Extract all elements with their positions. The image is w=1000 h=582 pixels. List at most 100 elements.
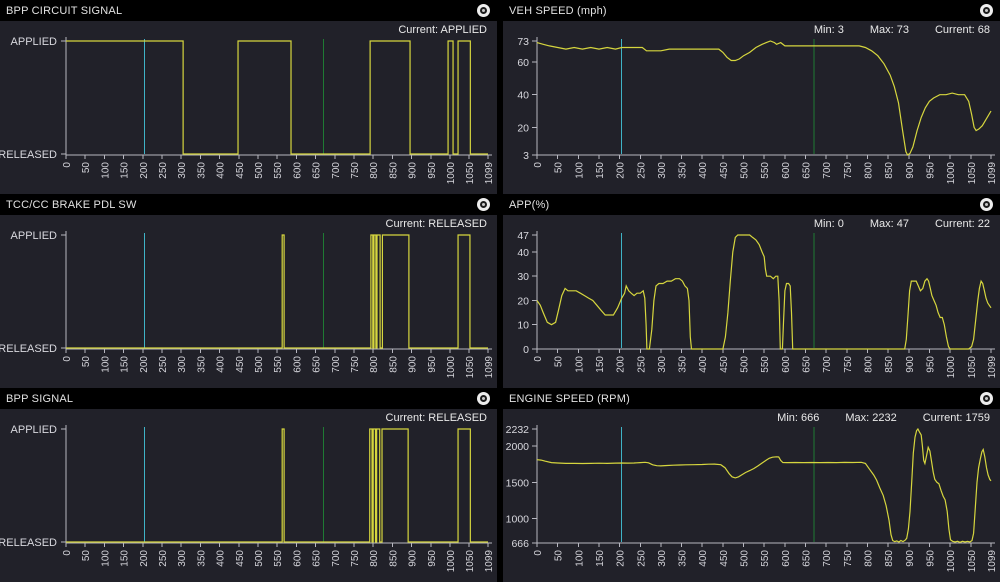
svg-text:300: 300 [177, 162, 188, 179]
stats-row: Min: 666 Max: 2232 Current: 1759 [777, 411, 990, 425]
svg-text:450: 450 [719, 162, 730, 179]
svg-text:550: 550 [273, 162, 284, 179]
svg-text:700: 700 [331, 356, 342, 373]
svg-text:500: 500 [740, 356, 751, 373]
svg-text:250: 250 [158, 356, 169, 373]
svg-text:20: 20 [517, 295, 529, 307]
svg-text:300: 300 [177, 550, 188, 567]
svg-text:850: 850 [884, 550, 895, 567]
svg-text:650: 650 [312, 356, 323, 373]
svg-text:400: 400 [216, 162, 227, 179]
svg-text:600: 600 [781, 162, 792, 179]
record-icon-dot [482, 203, 485, 206]
stats-row: Current: RELEASED [386, 411, 487, 425]
svg-text:300: 300 [177, 356, 188, 373]
svg-text:850: 850 [388, 356, 399, 373]
stat-max: Max: 73 [869, 24, 909, 36]
svg-text:1000: 1000 [946, 162, 957, 185]
chart-area: Current: APPLIED 0 50 100 150 200 250 300 350 40… [0, 21, 497, 194]
svg-text:0: 0 [62, 162, 73, 168]
svg-text:1050: 1050 [967, 550, 978, 573]
svg-text:500: 500 [254, 162, 265, 179]
svg-text:200: 200 [616, 550, 627, 567]
svg-text:550: 550 [273, 550, 284, 567]
svg-text:750: 750 [350, 162, 361, 179]
svg-text:1000: 1000 [446, 550, 457, 573]
svg-text:1099: 1099 [484, 162, 495, 185]
veh-speed-chart: 0 50 100 150 200 250 300 350 400 450 500 550 600 650 7… [517, 36, 998, 185]
record-icon-ring [983, 7, 990, 14]
svg-text:650: 650 [802, 550, 813, 567]
record-icon-ring [480, 201, 487, 208]
svg-text:500: 500 [740, 550, 751, 567]
svg-text:250: 250 [636, 550, 647, 567]
svg-text:350: 350 [196, 356, 207, 373]
record-icon-ring [983, 201, 990, 208]
svg-text:250: 250 [636, 162, 647, 179]
svg-text:0: 0 [533, 356, 544, 362]
svg-text:73: 73 [517, 36, 529, 48]
svg-text:1099: 1099 [484, 550, 495, 573]
engine-speed-chart: 0 50 100 150 200 250 300 350 400 450 500 550 600 650 7… [506, 424, 998, 573]
record-icon[interactable] [477, 4, 490, 17]
svg-text:450: 450 [719, 550, 730, 567]
svg-text:650: 650 [312, 162, 323, 179]
record-icon-ring [983, 395, 990, 402]
panel-header: BPP CIRCUIT SIGNAL [0, 0, 497, 21]
record-icon-dot [482, 397, 485, 400]
stat-current: Current: 68 [934, 24, 990, 36]
svg-text:250: 250 [636, 356, 647, 373]
svg-text:950: 950 [427, 356, 438, 373]
stat-max: Max: 47 [869, 218, 909, 230]
record-icon[interactable] [477, 198, 490, 211]
stat-current: Current: 22 [934, 218, 990, 230]
svg-text:1099: 1099 [987, 550, 998, 573]
stat-min: Min: 3 [813, 24, 844, 36]
svg-text:666: 666 [511, 538, 529, 550]
svg-text:300: 300 [657, 550, 668, 567]
svg-text:20: 20 [517, 122, 529, 134]
svg-text:30: 30 [517, 271, 529, 283]
svg-text:700: 700 [822, 550, 833, 567]
svg-text:250: 250 [158, 162, 169, 179]
svg-text:1099: 1099 [484, 356, 495, 379]
svg-text:750: 750 [843, 162, 854, 179]
svg-text:150: 150 [595, 162, 606, 179]
svg-text:0: 0 [62, 356, 73, 362]
svg-text:950: 950 [925, 550, 936, 567]
record-icon[interactable] [980, 198, 993, 211]
record-icon-ring [480, 395, 487, 402]
svg-text:350: 350 [678, 356, 689, 373]
svg-text:800: 800 [863, 550, 874, 567]
stats-row: Current: RELEASED [386, 217, 487, 231]
record-icon-dot [985, 397, 988, 400]
panel-title: APP(%) [509, 198, 550, 211]
svg-text:850: 850 [884, 162, 895, 179]
svg-text:400: 400 [216, 356, 227, 373]
svg-text:400: 400 [698, 356, 709, 373]
svg-text:1000: 1000 [946, 550, 957, 573]
svg-text:900: 900 [905, 162, 916, 179]
svg-text:950: 950 [427, 162, 438, 179]
svg-text:700: 700 [822, 356, 833, 373]
panel-bpp-signal: BPP SIGNAL Current: RELEASED 0 50 100 150 20… [0, 388, 497, 582]
record-icon[interactable] [980, 4, 993, 17]
svg-text:150: 150 [595, 356, 606, 373]
panel-title: VEH SPEED (mph) [509, 4, 607, 17]
stats-row: Min: 0 Max: 47 Current: 22 [814, 217, 990, 231]
svg-text:900: 900 [408, 550, 419, 567]
record-icon-dot [985, 203, 988, 206]
svg-text:RELEASED: RELEASED [0, 149, 57, 161]
record-icon[interactable] [477, 392, 490, 405]
record-icon[interactable] [980, 392, 993, 405]
svg-text:200: 200 [616, 356, 627, 373]
bpp-signal-chart: 0 50 100 150 200 250 300 350 400 450 500 550 600 650 7… [0, 424, 495, 573]
svg-text:400: 400 [698, 162, 709, 179]
panel-veh-speed: VEH SPEED (mph) Min: 3 Max: 73 Current: 68… [503, 0, 1000, 194]
svg-text:47: 47 [517, 230, 529, 242]
svg-text:2232: 2232 [506, 424, 530, 436]
svg-text:0: 0 [523, 344, 529, 356]
svg-text:900: 900 [905, 550, 916, 567]
svg-text:800: 800 [863, 356, 874, 373]
